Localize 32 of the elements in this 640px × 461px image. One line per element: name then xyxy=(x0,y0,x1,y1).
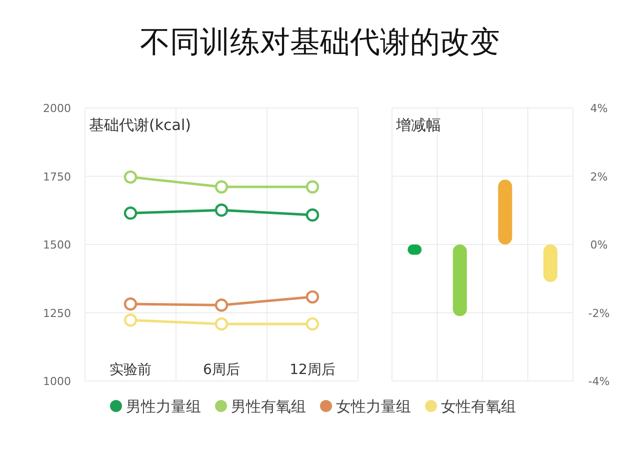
y-axis-title: 基础代谢(kcal) xyxy=(89,116,191,134)
legend-label: 男性有氧组 xyxy=(231,398,306,416)
y-tick-label: 1750 xyxy=(43,170,71,184)
point xyxy=(214,180,228,194)
y-tick-label: 4% xyxy=(590,102,608,115)
point xyxy=(124,206,138,220)
y-axis-title: 增减幅 xyxy=(395,116,441,134)
y-tick-label: -4% xyxy=(588,375,610,388)
point xyxy=(214,317,228,331)
legend-label: 女性有氧组 xyxy=(441,398,516,416)
y-tick-label: 1500 xyxy=(43,238,71,252)
point xyxy=(124,297,138,311)
chart-title: 不同训练对基础代谢的改变 xyxy=(140,25,500,60)
legend-label: 女性力量组 xyxy=(336,398,411,416)
point xyxy=(306,180,320,194)
point xyxy=(306,317,320,331)
y-tick-label: 1000 xyxy=(43,375,71,388)
x-tick-label: 12周后 xyxy=(290,362,336,378)
point xyxy=(214,298,228,312)
point xyxy=(306,208,320,222)
y-tick-label: 2% xyxy=(590,170,608,184)
legend-label: 男性力量组 xyxy=(126,398,201,416)
point xyxy=(214,204,228,217)
y-tick-label: 0% xyxy=(590,238,608,252)
point xyxy=(124,170,138,184)
point xyxy=(124,314,138,327)
x-tick-label: 实验前 xyxy=(110,362,152,378)
point xyxy=(306,290,320,304)
y-tick-label: 1250 xyxy=(43,306,71,320)
y-tick-label: 2000 xyxy=(43,102,71,115)
x-tick-label: 6周后 xyxy=(203,362,240,378)
y-tick-label: -2% xyxy=(588,306,610,320)
